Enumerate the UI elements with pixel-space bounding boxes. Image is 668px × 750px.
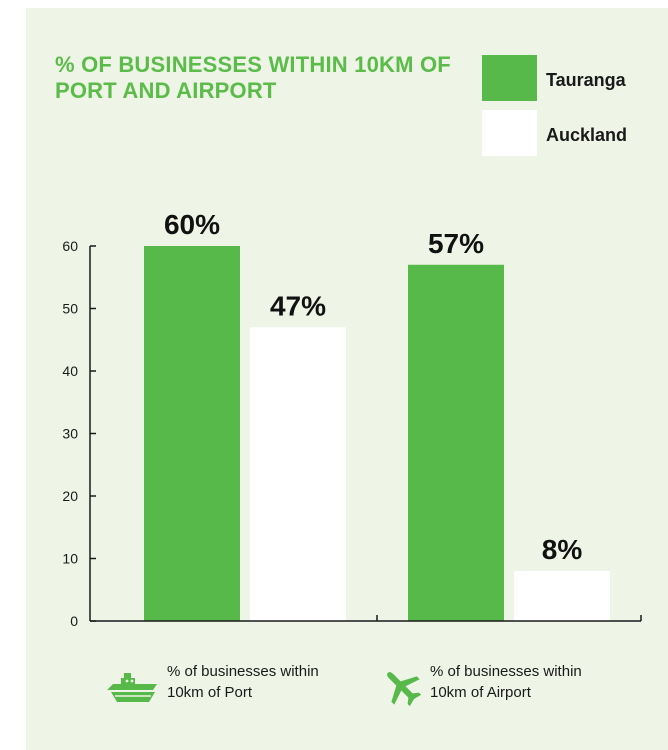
ship-icon	[107, 673, 157, 702]
y-tick-label-40: 40	[62, 363, 78, 379]
data-label-tauranga-1: 60%	[164, 209, 220, 240]
bar-tauranga-1	[144, 246, 240, 621]
y-tick-label-60: 60	[62, 238, 78, 254]
data-label-auckland-2: 8%	[542, 534, 583, 565]
category-caption-airport-line-1: % of businesses within	[430, 663, 582, 680]
bar-auckland-2	[514, 571, 610, 621]
data-label-tauranga-2: 57%	[428, 228, 484, 259]
airplane-icon	[387, 672, 422, 707]
category-caption-airport: % of businesses within 10km of Airport	[430, 661, 650, 703]
bar-tauranga-2	[408, 264, 504, 621]
category-caption-port-line-2: 10km of Port	[167, 684, 253, 701]
category-caption-airport-line-2: 10km of Airport	[430, 684, 531, 701]
chart-panel	[26, 8, 668, 750]
y-tick-label-0: 0	[70, 613, 78, 629]
y-tick-label-30: 30	[62, 426, 78, 442]
y-tick-label-20: 20	[62, 488, 78, 504]
category-caption-port: % of businesses within 10km of Port	[167, 661, 387, 703]
legend-swatch-auckland	[482, 110, 537, 156]
legend-swatch-tauranga	[482, 55, 537, 101]
legend-label-auckland: Auckland	[546, 125, 628, 145]
y-tick-label-50: 50	[62, 301, 78, 317]
chart-title: % OF BUSINESSES WITHIN 10KM OF PORT AND …	[55, 52, 451, 103]
data-label-auckland-1: 47%	[270, 290, 326, 321]
bar-auckland-1	[250, 327, 346, 621]
y-tick-label-10: 10	[62, 551, 78, 567]
legend-label-tauranga: Tauranga	[546, 70, 626, 90]
category-caption-port-line-1: % of businesses within	[167, 663, 319, 680]
